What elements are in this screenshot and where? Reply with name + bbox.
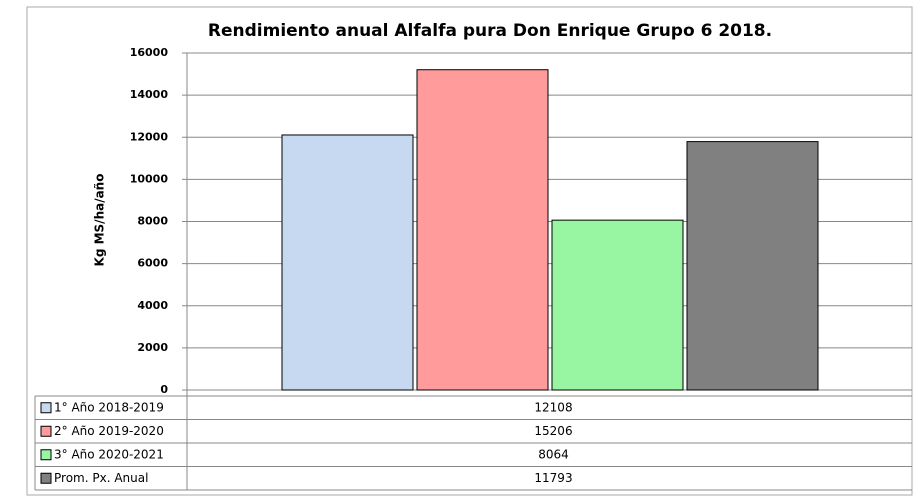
table-value: 15206 [534, 424, 572, 438]
y-tick-label: 8000 [137, 215, 168, 228]
table-value: 12108 [534, 400, 572, 414]
y-axis-label: Kg MS/ha/año [93, 174, 107, 267]
y-tick-label: 10000 [130, 172, 169, 185]
legend-key [40, 472, 52, 484]
legend-key [40, 425, 52, 437]
y-tick-label: 4000 [137, 299, 168, 312]
chart-title: Rendimiento anual Alfalfa pura Don Enriq… [208, 21, 772, 41]
bar [551, 219, 684, 391]
legend-label: 3° Año 2020-2021 [54, 447, 164, 461]
legend-label: Prom. Px. Anual [54, 471, 148, 485]
legend-label: 1° Año 2018-2019 [54, 400, 164, 414]
y-tick-label: 14000 [130, 88, 169, 101]
table-value: 8064 [538, 447, 569, 461]
legend-key [40, 402, 52, 414]
y-tick-label: 0 [160, 383, 168, 396]
bar [686, 141, 819, 391]
legend-key [40, 449, 52, 461]
y-tick-label: 12000 [130, 130, 169, 143]
y-tick-label: 2000 [137, 341, 168, 354]
bar [281, 134, 414, 391]
bar [416, 69, 549, 391]
table-value: 11793 [534, 471, 572, 485]
legend-label: 2° Año 2019-2020 [54, 424, 164, 438]
y-tick-label: 16000 [130, 46, 169, 59]
y-tick-label: 6000 [137, 257, 168, 270]
